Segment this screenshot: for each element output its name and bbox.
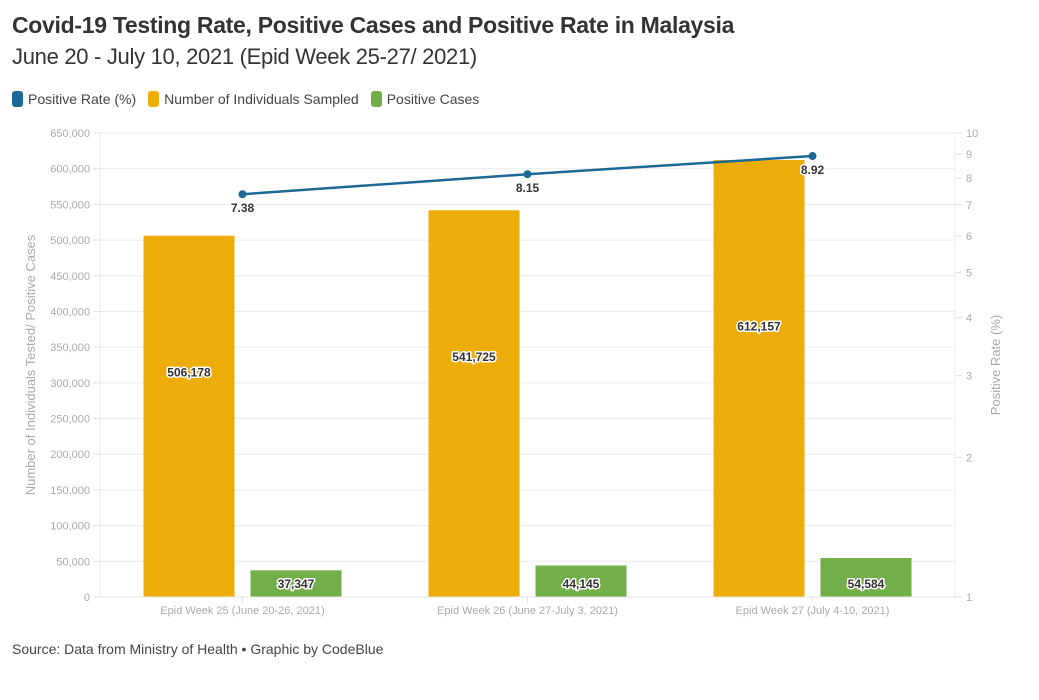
right-axis-tick-label: 4 bbox=[966, 313, 972, 325]
right-axis-tick-label: 7 bbox=[966, 200, 972, 212]
left-axis-tick-label: 600,000 bbox=[50, 164, 90, 176]
chart-title: Covid-19 Testing Rate, Positive Cases an… bbox=[12, 12, 735, 38]
left-axis-tick-label: 350,000 bbox=[50, 342, 90, 354]
legend-label: Number of Individuals Sampled bbox=[164, 91, 359, 107]
legend-item-individuals-sampled[interactable]: Number of Individuals Sampled bbox=[148, 91, 359, 107]
left-axis-tick-label: 150,000 bbox=[50, 485, 90, 497]
bar-individuals-sampled bbox=[713, 160, 805, 597]
right-axis: 1 2 3 4 5 6 7 8 9 10 bbox=[954, 128, 978, 604]
legend: Positive Rate (%) Number of Individuals … bbox=[12, 91, 479, 107]
bar-individuals-sampled bbox=[428, 210, 520, 597]
bar-positive-cases bbox=[250, 570, 342, 597]
legend-swatch-positive-cases bbox=[370, 91, 382, 107]
positive-rate-point bbox=[238, 190, 247, 199]
left-axis-tick-label: 650,000 bbox=[50, 128, 90, 140]
label-positive-cases: 44,145 bbox=[563, 577, 600, 591]
right-axis-title: Positive Rate (%) bbox=[988, 315, 1003, 415]
label-individuals-sampled: 541,725 bbox=[452, 350, 496, 364]
label-individuals-sampled: 612,157 bbox=[737, 319, 781, 333]
left-axis-tick-label: 450,000 bbox=[50, 271, 90, 283]
bars bbox=[143, 160, 912, 597]
left-axis-tick-label: 200,000 bbox=[50, 449, 90, 461]
right-axis-tick-label: 1 bbox=[966, 592, 972, 604]
legend-label: Positive Cases bbox=[386, 91, 480, 107]
left-axis-tick-label: 300,000 bbox=[50, 378, 90, 390]
x-axis-category-label: Epid Week 25 (June 20-26, 2021) bbox=[160, 605, 324, 617]
left-axis-tick-label: 0 bbox=[84, 592, 90, 604]
left-axis-tick-label: 100,000 bbox=[50, 521, 90, 533]
left-axis-tick-label: 400,000 bbox=[50, 306, 90, 318]
bar-positive-cases bbox=[535, 565, 627, 597]
label-positive-cases: 54,584 bbox=[848, 577, 885, 591]
label-positive-rate: 7.38 bbox=[231, 201, 255, 215]
label-positive-cases: 37,347 bbox=[278, 577, 315, 591]
right-axis-tick-label: 5 bbox=[966, 268, 972, 280]
legend-swatch-positive-rate bbox=[12, 91, 23, 107]
positive-rate-point bbox=[523, 170, 532, 179]
legend-item-positive-rate[interactable]: Positive Rate (%) bbox=[12, 91, 136, 107]
left-axis: 0 50,000 100,000 150,000 200,000 250,000 300,0… bbox=[50, 128, 101, 604]
legend-item-positive-cases[interactable]: Positive Cases bbox=[370, 91, 480, 107]
label-positive-rate: 8.92 bbox=[801, 163, 825, 177]
x-axis: Epid Week 25 (June 20-26, 2021) Epid Week… bbox=[100, 596, 955, 617]
source-note: Source: Data from Ministry of Health • G… bbox=[12, 641, 384, 657]
right-axis-tick-label: 8 bbox=[966, 173, 972, 185]
right-axis-tick-label: 9 bbox=[966, 149, 972, 161]
data-labels: 506,178 37,347 541,725 44,145 612,157 54,584 7… bbox=[166, 162, 886, 593]
x-axis-category-label: Epid Week 26 (June 27-July 3, 2021) bbox=[437, 605, 618, 617]
positive-rate-point bbox=[808, 152, 817, 161]
positive-rate-line bbox=[238, 152, 817, 199]
left-axis-tick-label: 50,000 bbox=[56, 556, 90, 568]
left-axis-tick-label: 500,000 bbox=[50, 235, 90, 247]
right-axis-tick-label: 2 bbox=[966, 452, 972, 464]
chart-subtitle: June 20 - July 10, 2021 (Epid Week 25-27… bbox=[12, 44, 477, 69]
left-axis-title: Number of Individuals Tested/ Positive C… bbox=[23, 234, 38, 495]
legend-label: Positive Rate (%) bbox=[28, 91, 137, 107]
x-axis-category-label: Epid Week 27 (July 4-10, 2021) bbox=[736, 605, 890, 617]
right-axis-tick-label: 10 bbox=[966, 128, 978, 140]
right-axis-tick-label: 3 bbox=[966, 371, 972, 383]
bar-individuals-sampled bbox=[143, 235, 235, 597]
bar-positive-cases bbox=[820, 558, 912, 597]
left-axis-tick-label: 550,000 bbox=[50, 199, 90, 211]
left-axis-tick-label: 250,000 bbox=[50, 414, 90, 426]
right-axis-tick-label: 6 bbox=[966, 231, 972, 243]
label-positive-rate: 8.15 bbox=[516, 181, 540, 195]
legend-swatch-individuals-sampled bbox=[148, 91, 160, 107]
label-individuals-sampled: 506,178 bbox=[167, 366, 211, 380]
